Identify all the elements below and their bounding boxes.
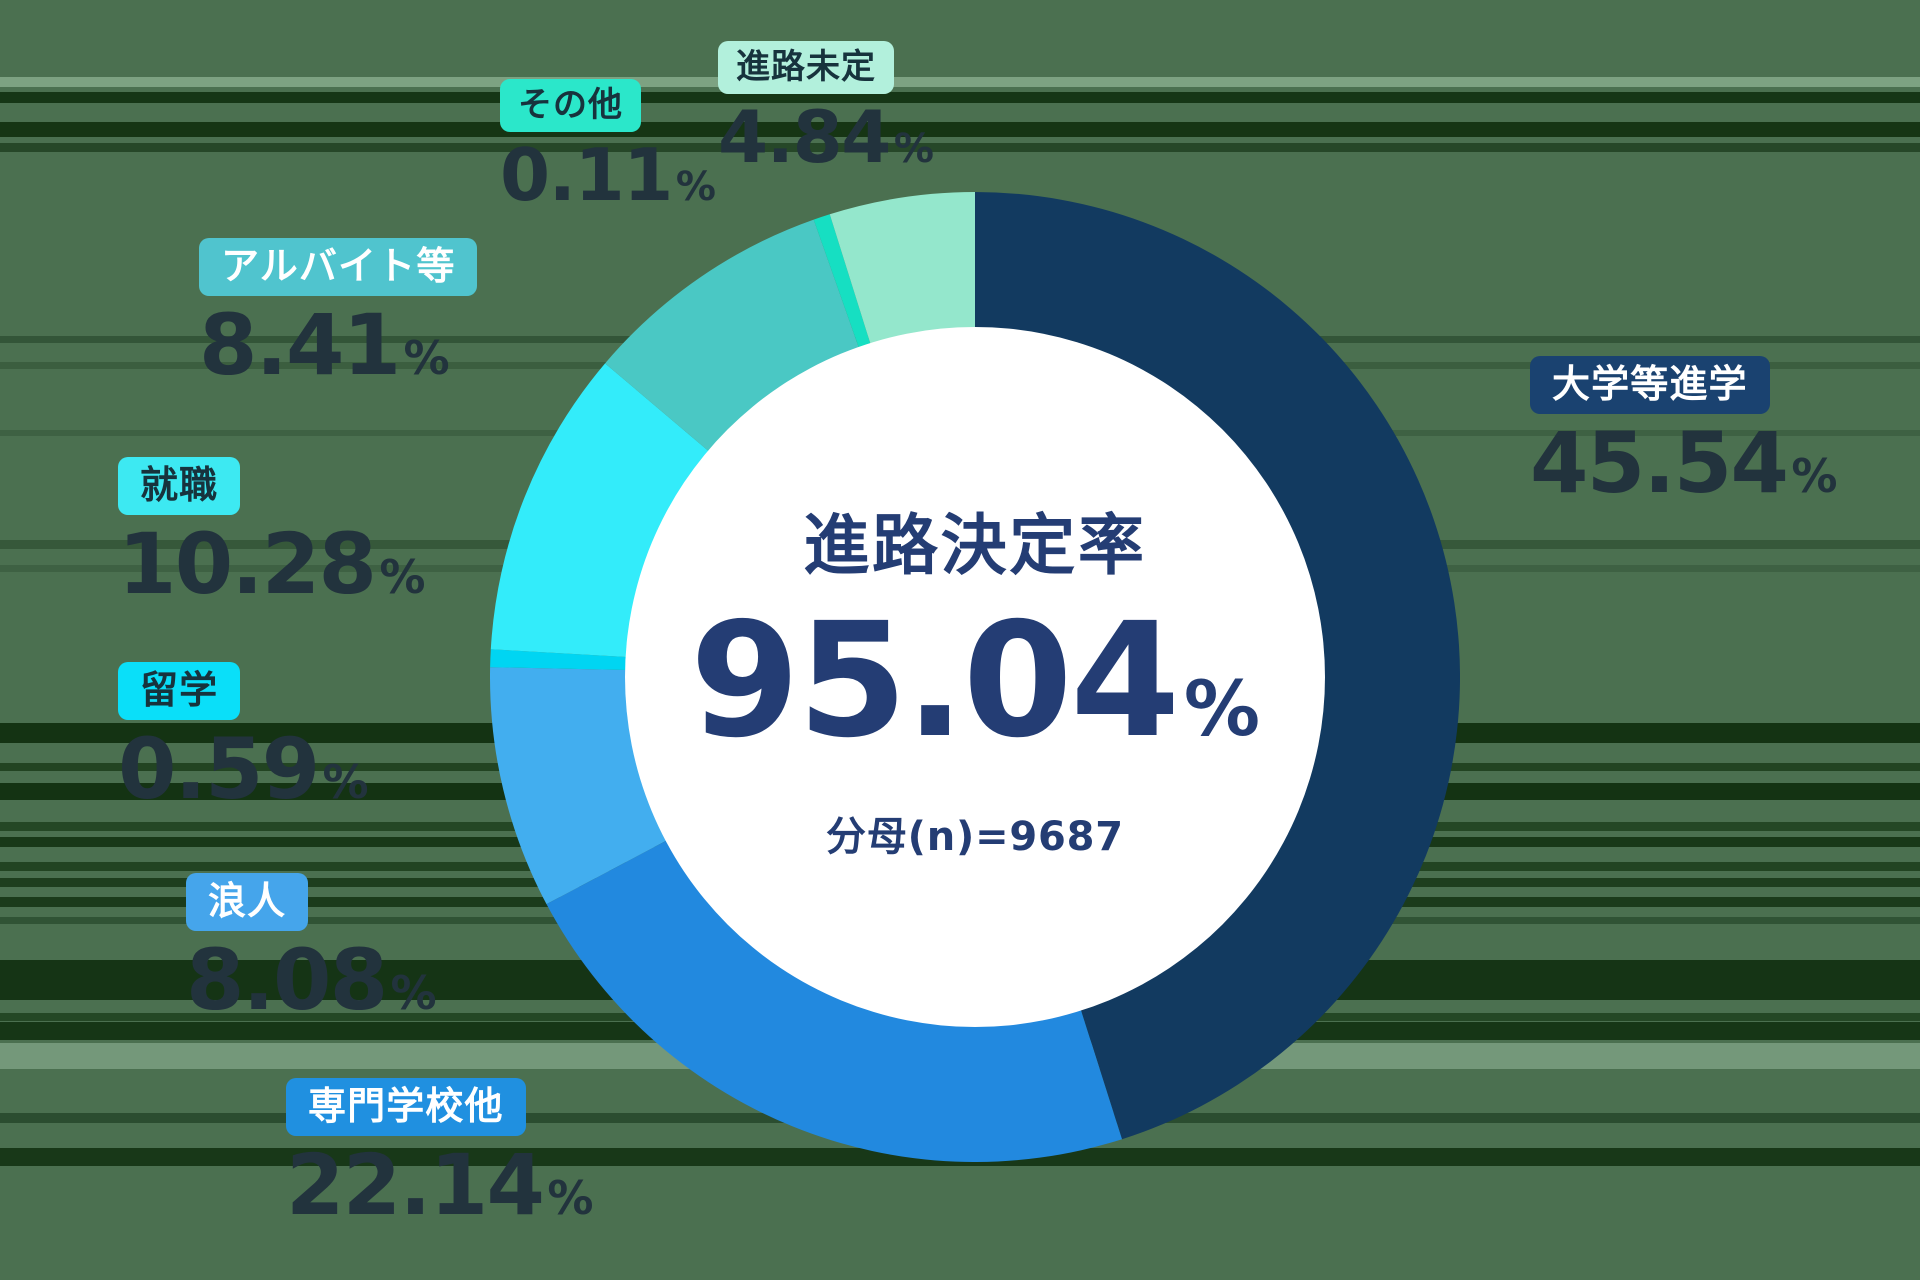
callout-ryugaku-percent-sign: % (322, 754, 369, 809)
center-value-number: 95.04 (689, 589, 1180, 773)
callout-mitei-percent-sign: % (893, 125, 934, 172)
callout-arubaito-percent-sign: % (403, 330, 450, 385)
callout-senmon-value: 22.14% (286, 1143, 593, 1227)
donut-hole (625, 327, 1325, 1027)
background-stripe (0, 122, 1920, 137)
callout-shushoku-value: 10.28% (118, 522, 425, 606)
callout-sonota-number: 0.11 (500, 132, 673, 217)
callout-shushoku-badge: 就職 (118, 457, 241, 515)
background-stripe (0, 92, 1920, 103)
callout-ryugaku-number: 0.59 (118, 719, 320, 818)
callout-arubaito-value: 8.41% (199, 303, 450, 387)
callout-arubaito-number: 8.41 (199, 295, 401, 394)
donut-slice-senmon (546, 840, 1122, 1162)
donut-center-text: 進路決定率 95.04% 分母(n)=9687 (490, 192, 1460, 1162)
callout-sonota-value: 0.11% (500, 139, 716, 211)
callout-daigaku-value: 45.54% (1530, 421, 1837, 505)
callout-daigaku-percent-sign: % (1791, 448, 1837, 503)
callout-senmon: 専門学校他 22.14% (286, 1078, 593, 1227)
callout-ryugaku-value: 0.59% (118, 727, 369, 811)
callout-ryugaku-badge: 留学 (118, 662, 241, 720)
donut-slice-ronin (490, 667, 667, 905)
callout-ronin: 浪人 8.08% (186, 873, 437, 1022)
callout-sonota-percent-sign: % (675, 163, 716, 210)
donut-slice-shushoku (490, 363, 709, 658)
callout-mitei: 進路未定 4.84% (718, 41, 934, 173)
callout-senmon-number: 22.14 (286, 1135, 545, 1234)
callout-senmon-badge: 専門学校他 (286, 1078, 526, 1136)
center-denominator: 分母(n)=9687 (826, 814, 1124, 860)
callout-mitei-badge: 進路未定 (718, 41, 895, 94)
background-stripe (0, 143, 1920, 152)
center-title: 進路決定率 (803, 507, 1147, 584)
callout-ryugaku: 留学 0.59% (118, 662, 369, 811)
donut-slice-mitei (829, 192, 975, 345)
background-stripe (0, 77, 1920, 87)
callout-sonota: その他 0.11% (500, 79, 716, 211)
callout-ronin-badge: 浪人 (186, 873, 309, 931)
callout-daigaku-badge: 大学等進学 (1530, 356, 1770, 414)
callout-arubaito-badge: アルバイト等 (199, 238, 478, 296)
callout-mitei-value: 4.84% (718, 101, 934, 173)
center-value: 95.04% (690, 602, 1260, 760)
callout-daigaku: 大学等進学 45.54% (1530, 356, 1837, 505)
callout-shushoku-number: 10.28 (118, 514, 377, 613)
callout-daigaku-number: 45.54 (1530, 413, 1789, 512)
callout-shushoku-percent-sign: % (379, 549, 425, 604)
callout-ronin-number: 8.08 (186, 930, 388, 1029)
center-value-percent-sign: % (1183, 664, 1261, 753)
donut-slice-ryugaku (490, 649, 627, 670)
donut-slice-daigaku (975, 192, 1460, 1140)
donut-slice-arubaito (605, 219, 859, 452)
callout-shushoku: 就職 10.28% (118, 457, 425, 606)
donut-slice-sonota (813, 214, 871, 348)
callout-sonota-badge: その他 (500, 79, 642, 132)
callout-ronin-value: 8.08% (186, 938, 437, 1022)
callout-senmon-percent-sign: % (547, 1170, 593, 1225)
callout-ronin-percent-sign: % (390, 965, 437, 1020)
donut-chart (490, 192, 1460, 1162)
callout-arubaito: アルバイト等 8.41% (199, 238, 478, 387)
callout-mitei-number: 4.84 (718, 94, 891, 179)
